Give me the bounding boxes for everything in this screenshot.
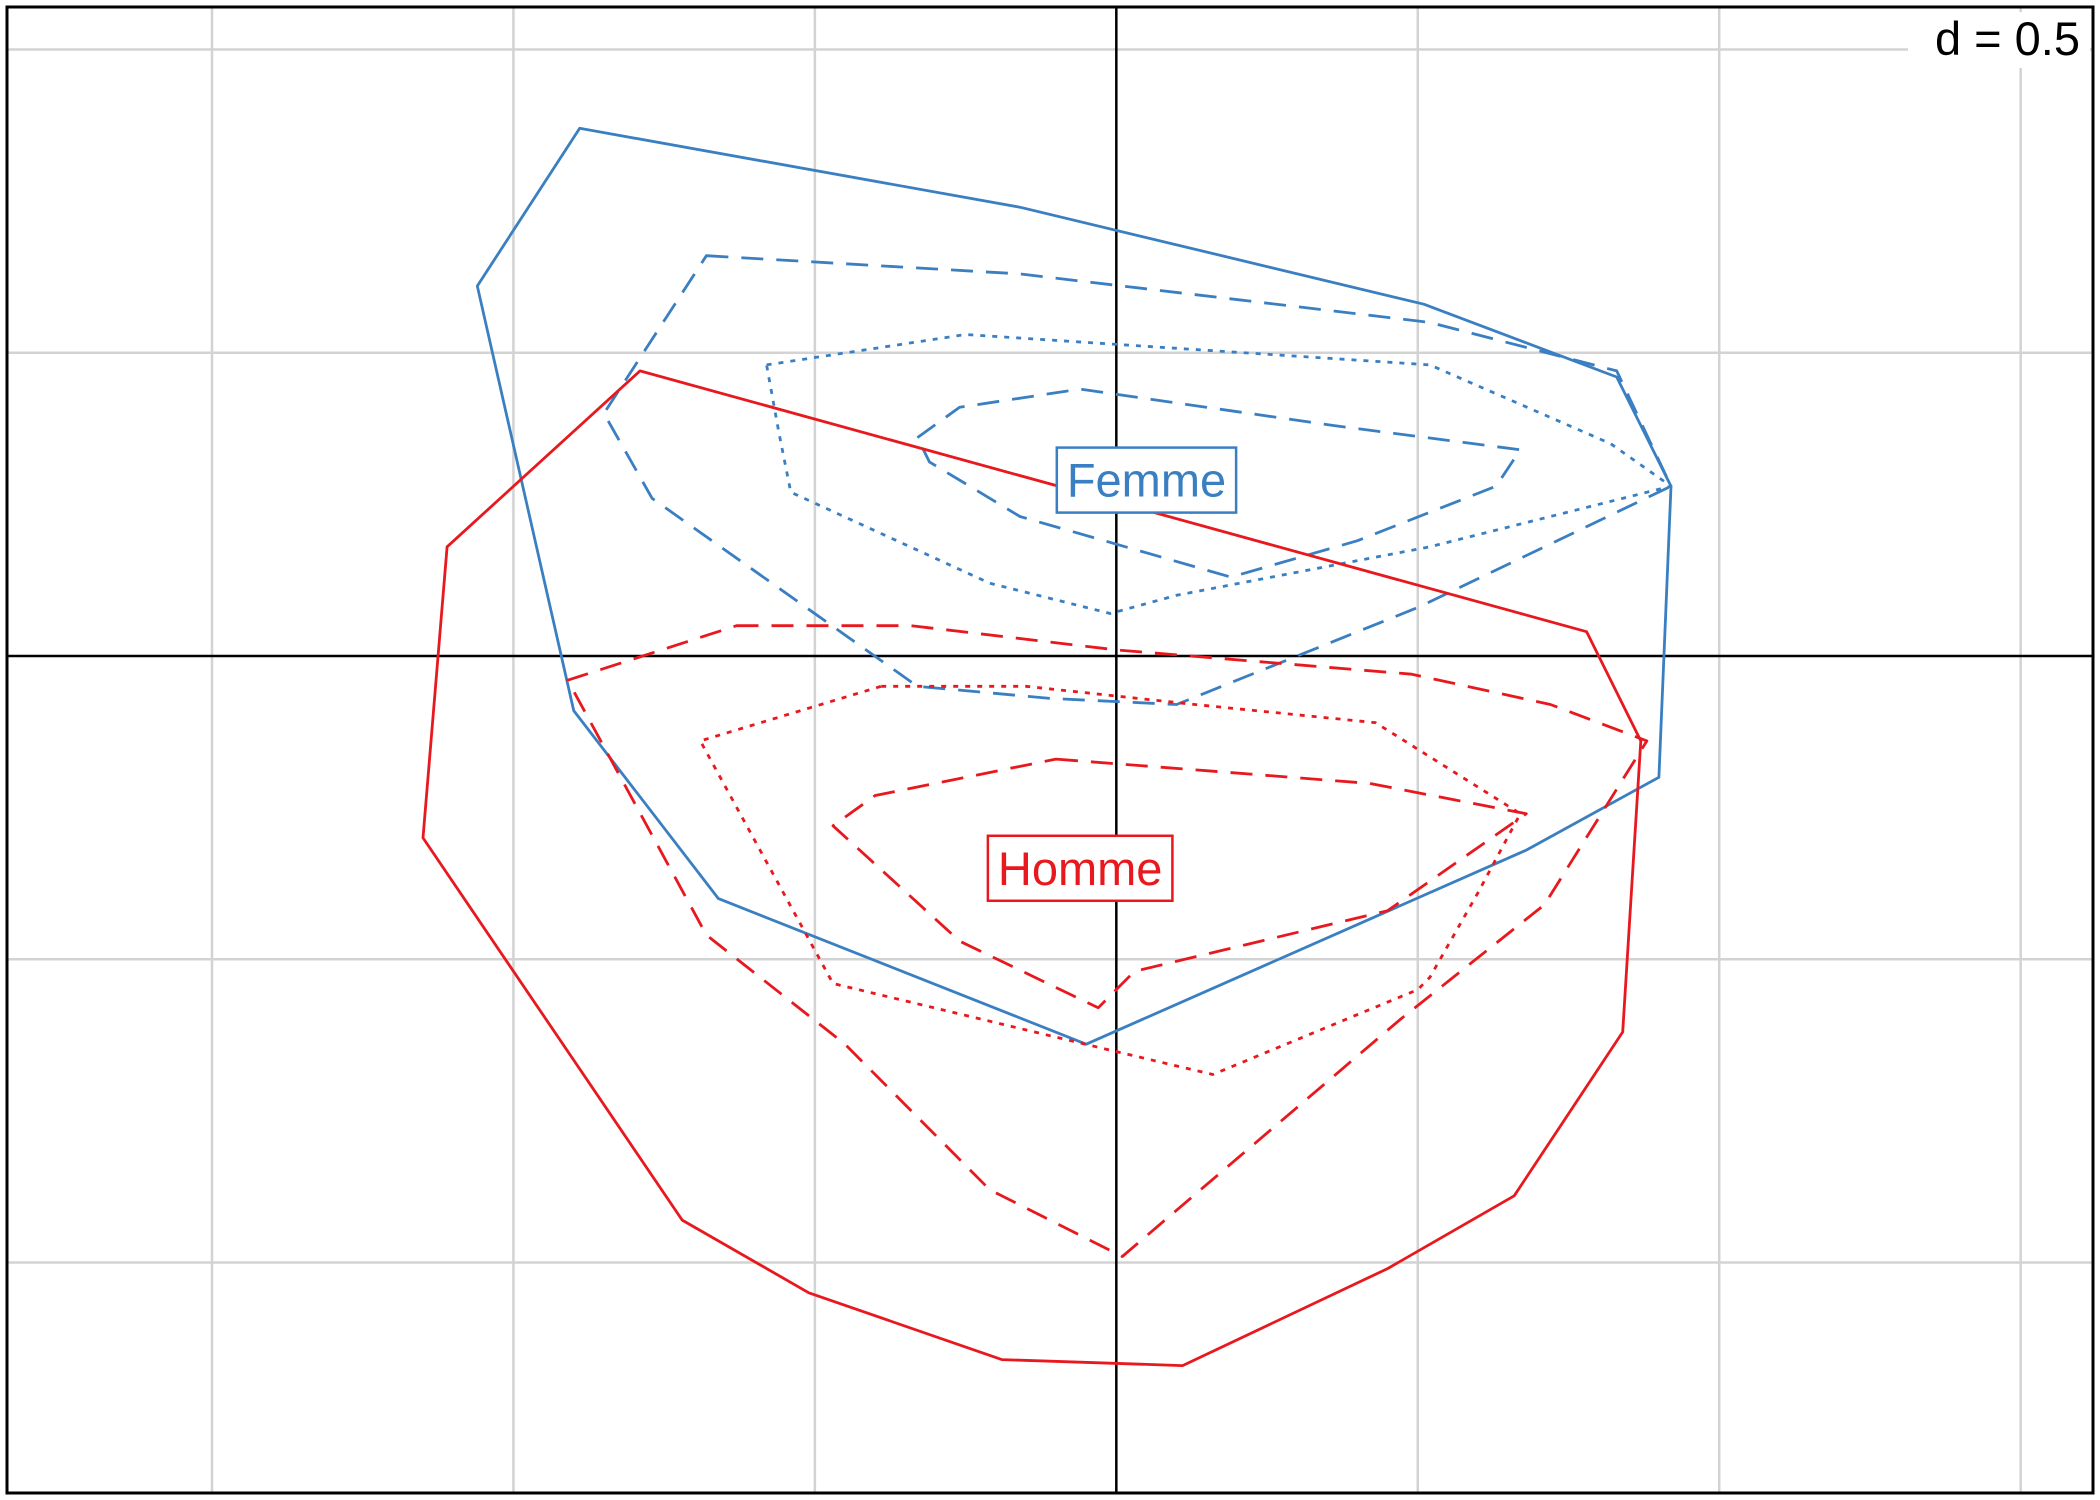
- contour-group-homme: [421, 369, 1649, 1367]
- group-label-femme: Femme: [1055, 446, 1238, 514]
- group-label-box: [986, 834, 1174, 903]
- group-label-homme: Homme: [986, 834, 1174, 903]
- group-label-box: [1055, 446, 1238, 514]
- contour-homme-3-dotted: [698, 684, 1522, 1076]
- contour-femme-3-dotted: [765, 333, 1673, 615]
- contour-group-femme: [475, 126, 1673, 1046]
- d-scale-label: d = 0.5: [1935, 12, 2080, 65]
- group-label-layer: Femme Homme: [986, 446, 1238, 903]
- contour-homme-1-solid: [421, 369, 1643, 1367]
- plot-frame: [5, 5, 2095, 1495]
- contour-femme-2-dashed: [602, 254, 1673, 706]
- contour-homme-2-dashed: [566, 624, 1649, 1258]
- group-label-text: Homme: [998, 842, 1163, 895]
- grid-layer: [7, 7, 2093, 1493]
- group-label-text: Femme: [1067, 454, 1226, 507]
- contour-femme-1-solid: [475, 126, 1673, 1046]
- contour-homme-4-dashed: [831, 757, 1528, 1010]
- axes-layer: [7, 7, 2093, 1493]
- d-scale-box: d = 0.5: [1908, 12, 2090, 68]
- contour-femme-4-dashed: [916, 387, 1522, 579]
- contour-layer: [421, 126, 1673, 1367]
